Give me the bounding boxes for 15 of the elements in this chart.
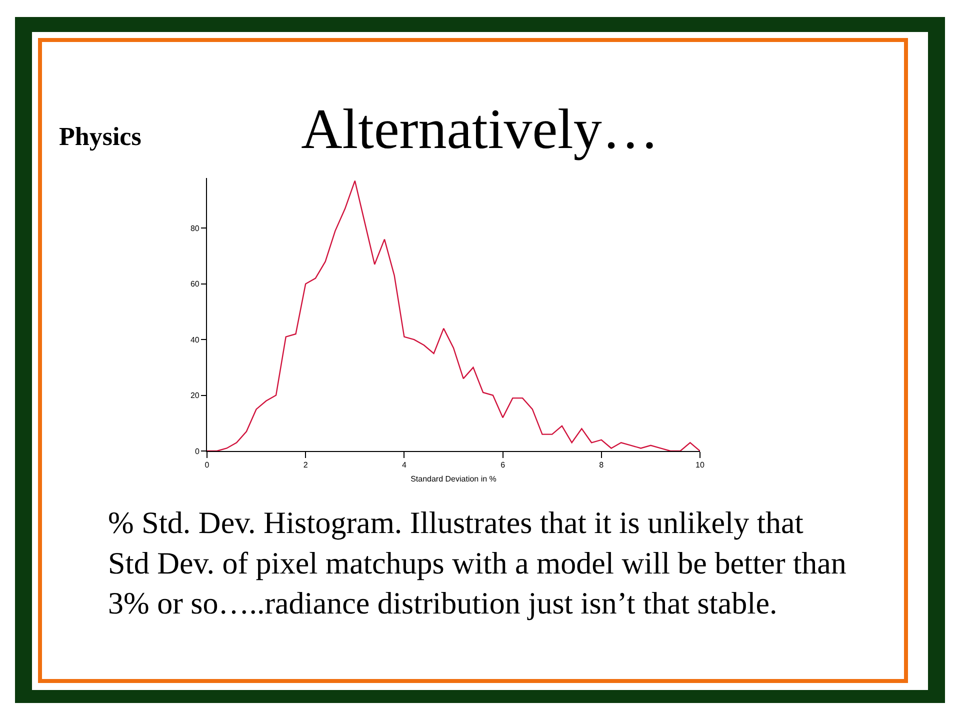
y-tick-label: 20 — [190, 391, 200, 400]
x-tick-label: 2 — [303, 460, 308, 470]
x-tick-label: 6 — [500, 460, 506, 470]
y-tick-label: 0 — [194, 446, 200, 456]
text: % Std. Dev. Histogram. Illustrates that it is unlikely that Std Dev. of pixel matchups with a model will be better than 3% or so…..radiance distribution just isn’t that stable. — [108, 505, 847, 621]
y-tick-label: 80 — [190, 224, 200, 233]
x-tick-label: 4 — [402, 460, 407, 470]
chart-title: Alternatively… — [301, 98, 659, 161]
x-tick-label: 10 — [696, 460, 705, 470]
x-tick-label: 0 — [204, 460, 210, 470]
text: Physics — [59, 122, 142, 151]
x-tick-label: 8 — [599, 460, 604, 470]
x-axis-title: Standard Deviation in % — [410, 474, 496, 484]
y-tick-label: 60 — [190, 280, 200, 289]
y-tick-label: 40 — [190, 335, 200, 344]
